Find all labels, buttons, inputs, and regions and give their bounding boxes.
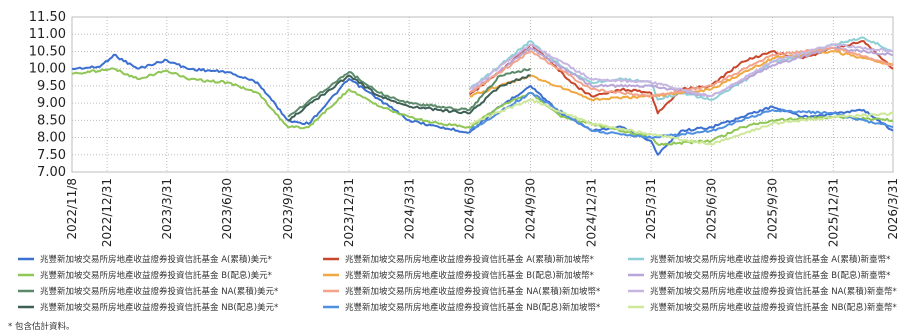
y-tick-label: 11.00: [29, 27, 66, 42]
x-tick-label: 2023/12/31: [342, 178, 356, 247]
x-tick-label: 2024/12/31: [585, 178, 599, 247]
legend-label: 兆豐新加坡交易所房地產收益證券投資信託基金 NA(累積)新加坡幣*: [345, 286, 600, 297]
legend-label: 兆豐新加坡交易所房地產收益證券投資信託基金 B(配息)新加坡幣*: [345, 270, 594, 281]
x-tick-label: 2023/3/31: [160, 178, 174, 240]
series-line: [469, 98, 894, 146]
legend-label: 兆豐新加坡交易所房地產收益證券投資信託基金 NA(累積)美元*: [40, 286, 278, 297]
legend-label: 兆豐新加坡交易所房地產收益證券投資信託基金 NB(配息)新加坡幣*: [345, 302, 600, 313]
y-tick-label: 9.50: [37, 79, 66, 94]
legend: 兆豐新加坡交易所房地產收益證券投資信託基金 A(累積)美元* 兆豐新加坡交易所房地…: [18, 254, 897, 313]
x-tick-label: 2022/12/31: [100, 178, 114, 247]
y-tick-label: 8.50: [37, 113, 66, 128]
x-tick-label: 2026/3/31: [886, 178, 900, 240]
series-line: [468, 46, 894, 98]
legend-label: 兆豐新加坡交易所房地產收益證券投資信託基金 NB(配息)新臺幣*: [650, 302, 897, 313]
y-axis-ticks: 11.50 11.00 10.50 10.00 9.50 9.00 8.50 8.00 7.50…: [29, 10, 66, 180]
x-tick-label: 2024/9/30: [524, 178, 538, 240]
legend-label: 兆豐新加坡交易所房地產收益證券投資信託基金 A(累積)新加坡幣*: [345, 254, 594, 265]
x-tick-label: 2022/11/8: [65, 178, 79, 240]
series-line: [468, 91, 894, 139]
legend-label: 兆豐新加坡交易所房地產收益證券投資信託基金 A(累積)美元*: [40, 254, 272, 265]
series-line: [469, 50, 894, 102]
legend-label: 兆豐新加坡交易所房地產收益證券投資信託基金 B(配息)新臺幣*: [650, 270, 890, 281]
legend-label: 兆豐新加坡交易所房地產收益證券投資信託基金 A(累積)新臺幣*: [650, 254, 890, 265]
series-line: [287, 74, 531, 122]
legend-label: 兆豐新加坡交易所房地產收益證券投資信託基金 B(配息)美元*: [40, 270, 272, 281]
x-tick-label: 2024/6/30: [463, 178, 477, 240]
x-tick-label: 2024/3/31: [402, 178, 416, 240]
series-line: [468, 42, 894, 98]
x-tick-label: 2025/6/30: [704, 178, 718, 240]
legend-label: 兆豐新加坡交易所房地產收益證券投資信託基金 NB(配息)美元*: [40, 302, 278, 313]
y-tick-label: 7.50: [37, 148, 66, 163]
x-tick-label: 2023/9/30: [281, 178, 295, 240]
footnote: * 包含估計資料。: [8, 321, 74, 332]
y-tick-label: 10.00: [29, 62, 66, 77]
y-tick-label: 11.50: [29, 10, 66, 25]
y-tick-label: 10.50: [29, 44, 66, 59]
y-tick-label: 9.00: [37, 96, 66, 111]
x-tick-label: 2025/12/31: [826, 178, 840, 247]
y-tick-label: 7.00: [37, 165, 66, 180]
x-tick-label: 2025/9/30: [765, 178, 779, 240]
series-line: [287, 67, 532, 118]
series-line: [71, 53, 894, 156]
x-tick-label: 2025/3/31: [644, 178, 658, 240]
plot-frame: [71, 16, 894, 173]
grid-lines: [71, 16, 894, 173]
y-tick-label: 8.00: [37, 131, 66, 146]
legend-label: 兆豐新加坡交易所房地產收益證券投資信託基金 NA(累積)新臺幣*: [650, 286, 897, 297]
series-lines: [71, 36, 894, 156]
x-axis-ticks: 2022/11/8 2022/12/31 2023/3/31 2023/6/30 202…: [65, 178, 900, 247]
x-tick-label: 2023/6/30: [220, 178, 234, 240]
